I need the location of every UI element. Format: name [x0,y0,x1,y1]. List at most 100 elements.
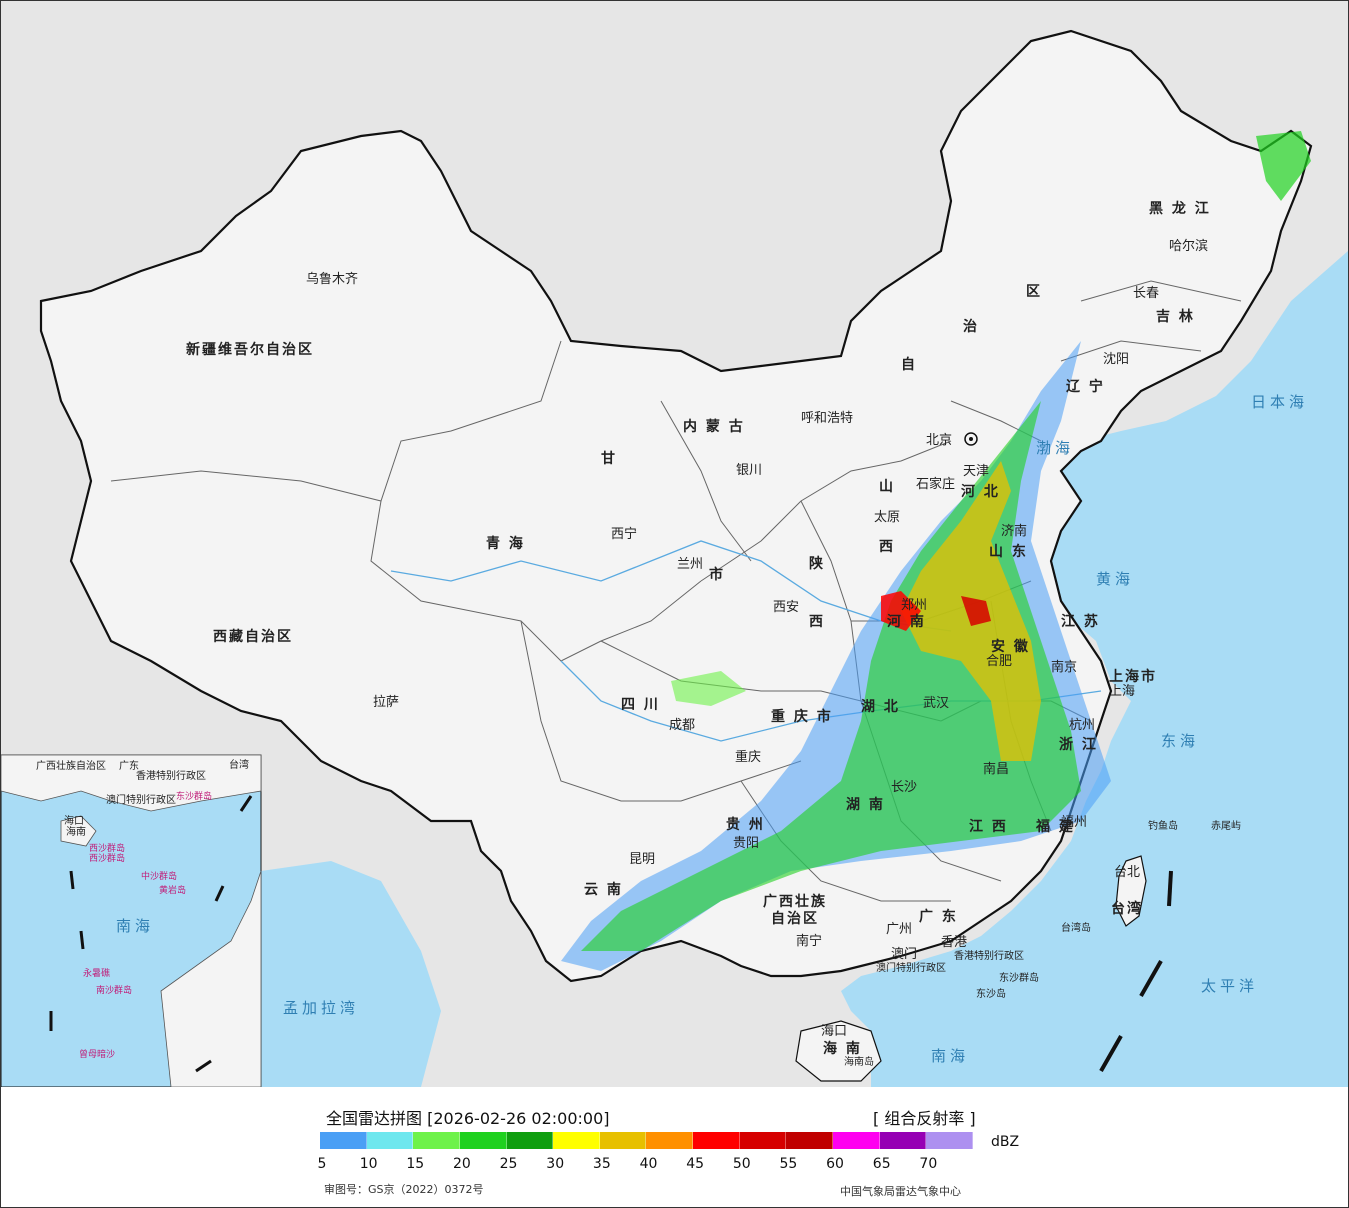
label-zhejiang: 浙 江 [1059,736,1098,753]
city-lhasa: 拉萨 [373,695,399,710]
city-nanning: 南宁 [796,933,822,949]
inset-huangyan: 黄岩岛 [159,884,186,896]
inset-macao: 澳门特别行政区 [106,793,176,806]
scale-tick-label: 30 [546,1156,565,1172]
scale-swatch [459,1132,507,1149]
label-liaoning: 辽 宁 [1066,378,1105,395]
city-urumqi: 乌鲁木齐 [306,271,358,287]
label-macao-sar: 澳门特别行政区 [876,961,946,974]
city-shanghai: 上海 [1109,684,1135,699]
scale-tick-label: 5 [317,1156,327,1172]
sea-pacific: 太平洋 [1201,977,1258,995]
scale-swatch [739,1132,787,1149]
scale-swatch [646,1132,694,1149]
echo-core-red-2 [961,596,991,626]
inset-zengmu: 曾母暗沙 [79,1048,115,1060]
ocean [841,251,1348,1087]
radar-echoes [561,131,1311,971]
label-guangxi-2: 自治区 [771,910,819,927]
scale-swatch [926,1132,973,1149]
scale-tick-label: 45 [686,1156,705,1172]
province-labels: 新疆维吾尔自治区 西藏自治区 青 海 甘 四 川 云 南 贵 州 广西壮族 自治… [186,200,1211,1057]
city-hangzhou: 杭州 [1069,718,1095,733]
city-beijing: 北京 [926,433,952,448]
label-shaanxi: 陕 [809,555,825,572]
label-shandong: 山 东 [989,543,1028,560]
scale-swatch [553,1132,600,1149]
inset-hk: 香港特别行政区 [136,769,206,782]
map-approval-number: 审图号：GS京（2022）0372号 [324,1183,484,1196]
scale-swatch [833,1132,880,1149]
inset-xisha: 西沙群岛 [89,842,125,854]
scale-tick-label: 55 [779,1156,798,1172]
scale-tick-label: 35 [592,1156,611,1172]
sea-bengal: 孟加拉湾 [283,999,359,1017]
label-jiangxi: 江 西 [969,818,1008,835]
inset-guangdong: 广东 [119,759,139,772]
label-jilin: 吉 林 [1156,308,1195,325]
scale-swatch [366,1132,414,1149]
label-shanghai: 上海市 [1109,668,1157,685]
label-yunnan: 云 南 [584,881,623,898]
taiwan [1115,855,1147,927]
sea-yellow: 黄海 [1096,570,1134,588]
label-jiangsu: 江 苏 [1061,613,1100,630]
island-hainan: 海南岛 [844,1055,874,1068]
city-chongqing: 重庆 [735,749,761,765]
label-guangxi: 广西壮族 [763,893,827,910]
scale-swatch [786,1132,834,1149]
label-hainan: 海 南 [823,1040,862,1057]
label-xinjiang: 新疆维吾尔自治区 [186,341,314,358]
label-lanzhou-shi: 市 [709,566,725,583]
scale-swatch [599,1132,647,1149]
inset-sea-label: 南海 [116,917,154,935]
city-guangzhou: 广州 [886,922,912,937]
label-fujian: 福 建 [1035,818,1075,835]
city-guiyang: 贵阳 [733,836,759,851]
city-taipei: 台北 [1114,865,1140,880]
china-radar-map[interactable]: 新疆维吾尔自治区 西藏自治区 青 海 甘 四 川 云 南 贵 州 广西壮族 自治… [1,1,1348,1087]
south-china-sea-inset: 南海 西沙群岛 中沙群岛 南沙群岛 黄岩岛 永暑礁 曾母暗沙 海口 海南 广东 … [1,754,262,1087]
city-wuhan: 武汉 [923,696,949,711]
label-anhui: 安 徽 [991,638,1030,655]
city-changchun: 长春 [1133,286,1159,301]
scale-tick-label: 65 [872,1156,891,1172]
label-neimenggu: 内 蒙 古 [683,418,745,435]
credit-line: 中国气象局雷达气象中心 [840,1185,961,1198]
island-dongsha-qd: 东沙群岛 [999,971,1039,984]
island-taiwan: 台湾岛 [1061,921,1091,934]
inset-yongshu: 永暑礁 [83,967,110,979]
sea-south: 南海 [931,1047,969,1065]
capital-dot [969,437,973,441]
city-xining: 西宁 [611,526,637,542]
label-guangdong: 广 东 [919,908,958,925]
city-tianjin: 天津 [963,464,989,479]
city-chengdu: 成都 [669,718,695,733]
city-macao: 澳门 [891,946,917,962]
city-zhengzhou: 郑州 [901,598,927,613]
label-heilongjiang: 黑 龙 江 [1149,200,1211,217]
legend-product: [ 组合反射率 ] [873,1109,976,1128]
inset-nansha: 南沙群岛 [96,984,132,996]
city-changsha: 长沙 [891,780,917,795]
label-henan: 河 南 [887,613,926,630]
label-sichuan: 四 川 [621,697,660,713]
island-dongsha: 东沙岛 [976,987,1006,1000]
inset-taiwan: 台湾 [229,758,249,771]
city-shijiazhuang: 石家庄 [916,476,955,492]
label-zi: 自 [901,356,917,373]
city-xian: 西安 [773,600,799,615]
city-taiyuan: 太原 [874,510,900,525]
inset-haikou: 海口 [64,814,84,827]
sea-east: 东海 [1161,732,1199,750]
scale-tick-label: 15 [406,1156,425,1172]
island-diaoyu: 钓鱼岛 [1148,819,1178,832]
legend-panel: 全国雷达拼图 [2026-02-26 02:00:00] [ 组合反射率 ] d… [1,1088,1348,1207]
city-labels: 乌鲁木齐 拉萨 西宁 兰州 银川 呼和浩特 太原 石家庄 北京 天津 济南 西安… [306,238,1208,1039]
city-hohhot: 呼和浩特 [801,411,853,426]
hainan [795,1020,882,1082]
scale-swatch [413,1132,460,1149]
label-hk-sar: 香港特别行政区 [954,949,1024,962]
boundary-segments [1099,870,1173,1072]
